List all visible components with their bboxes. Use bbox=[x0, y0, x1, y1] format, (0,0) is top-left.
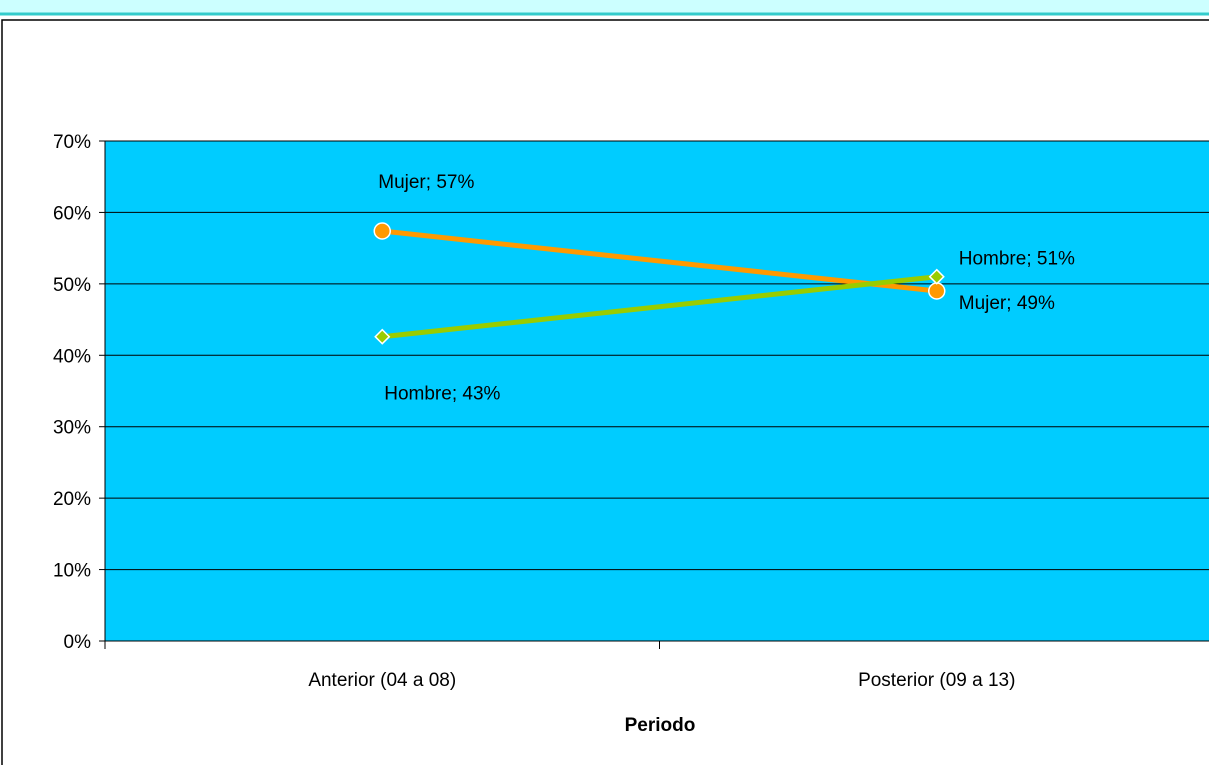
y-tick-label: 40% bbox=[53, 346, 91, 367]
axes: 0% 10% 20% 30% 40% 50% 60% 70% Anterior (04 a 08… bbox=[53, 132, 1209, 691]
data-point-mujer bbox=[373, 222, 391, 240]
data-labels: Mujer; 57% Mujer; 49% Hombre; 43% Hombre; 5… bbox=[378, 172, 1075, 405]
data-label-hombre: Hombre; 51% bbox=[959, 249, 1075, 270]
y-tick-label: 0% bbox=[64, 632, 92, 653]
y-tick-label: 50% bbox=[53, 275, 91, 296]
gridlines bbox=[105, 140, 1209, 571]
series bbox=[373, 222, 946, 345]
data-point-hombre bbox=[374, 328, 391, 345]
series-line-hombre bbox=[381, 274, 938, 340]
top-band bbox=[0, 0, 1209, 14]
data-point-hombre bbox=[928, 268, 945, 285]
x-axis-title: Periodo bbox=[625, 715, 696, 736]
data-label-mujer: Mujer; 57% bbox=[378, 172, 474, 193]
data-label-hombre: Hombre; 43% bbox=[384, 384, 500, 405]
y-tick-label: 20% bbox=[53, 489, 91, 510]
series-line-mujer bbox=[381, 228, 938, 294]
plot-area bbox=[105, 141, 1209, 641]
x-tick-label: Posterior (09 a 13) bbox=[858, 670, 1015, 691]
data-point-mujer bbox=[928, 282, 946, 300]
y-tick-label: 60% bbox=[53, 203, 91, 224]
y-tick-label: 30% bbox=[53, 418, 91, 439]
data-label-mujer: Mujer; 49% bbox=[959, 293, 1055, 314]
x-tick-label: Anterior (04 a 08) bbox=[308, 670, 456, 691]
y-tick-label: 10% bbox=[53, 561, 91, 582]
y-tick-label: 70% bbox=[53, 132, 91, 153]
